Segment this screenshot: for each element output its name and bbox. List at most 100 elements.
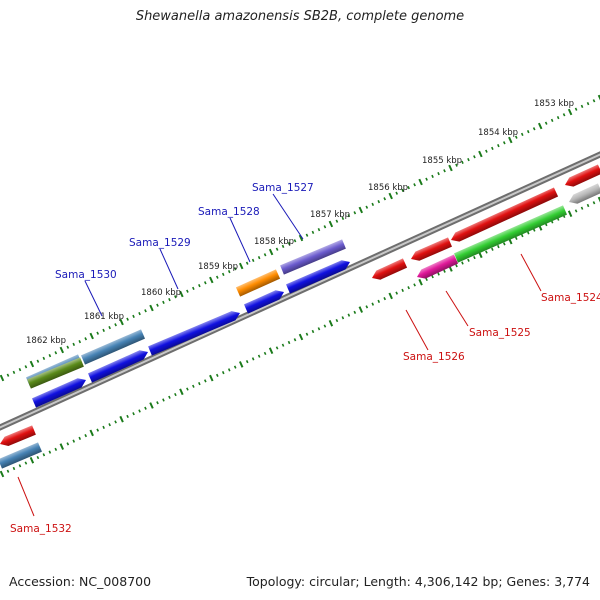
inner-tick: [413, 283, 416, 287]
outer-tick: [227, 269, 231, 274]
outer-tick: [574, 107, 578, 111]
gene-sama-1527: [280, 239, 346, 275]
inner-tick: [18, 464, 22, 468]
inner-tick: [78, 436, 82, 441]
inner-tick: [144, 406, 147, 410]
outer-tick: [18, 367, 22, 372]
inner-tick: [12, 466, 16, 471]
outer-tick: [586, 101, 590, 106]
inner-tick: [567, 210, 573, 218]
gene-red-arrow: [411, 237, 452, 261]
inner-tick: [592, 201, 596, 205]
inner-tick: [401, 288, 404, 293]
outer-tick: [119, 318, 124, 326]
outer-tick: [89, 332, 94, 340]
inner-tick: [251, 357, 255, 361]
outer-tick: [311, 230, 315, 235]
outer-tick: [401, 188, 404, 193]
gene-label-sama-1525: Sama_1525: [469, 327, 531, 339]
inner-tick: [29, 456, 35, 464]
inner-tick: [24, 461, 28, 465]
outer-tick: [48, 353, 52, 358]
inner-tick: [491, 247, 494, 251]
tick-label-1854: 1854 kbp: [478, 128, 518, 138]
outer-tick: [335, 219, 339, 223]
inner-tick: [59, 443, 65, 450]
inner-tick: [203, 379, 207, 383]
inner-tick: [89, 429, 94, 437]
outer-tick: [233, 267, 237, 271]
outer-tick: [287, 241, 291, 246]
outer-tick: [305, 233, 309, 237]
outer-tick: [293, 239, 297, 243]
outer-tick: [0, 374, 5, 382]
inner-tick: [328, 319, 334, 327]
inner-tick: [597, 196, 600, 203]
outer-tick: [514, 135, 518, 139]
outer-tick: [6, 373, 10, 377]
tick-label-1858: 1858 kbp: [254, 237, 294, 247]
inner-tick: [353, 310, 357, 314]
outer-tick: [443, 169, 446, 173]
outer-tick: [12, 370, 16, 375]
tick-label-1862: 1862 kbp: [26, 336, 66, 346]
outer-tick: [149, 304, 154, 312]
inner-tick: [526, 231, 530, 235]
outer-tick: [221, 272, 225, 277]
outer-tick: [168, 297, 171, 302]
inner-tick: [263, 351, 267, 356]
gene-blue-arrow: [32, 378, 86, 408]
inner-tick: [36, 455, 40, 460]
outer-tick: [72, 342, 76, 347]
inner-tick: [520, 233, 524, 238]
outer-tick: [24, 365, 28, 369]
outer-tick: [156, 303, 159, 307]
gene-label-sama-1526: Sama_1526: [403, 351, 465, 363]
outer-tick: [580, 104, 584, 109]
inner-tick: [54, 447, 58, 451]
inner-tick: [72, 439, 76, 443]
inner-tick: [497, 244, 500, 249]
inner-tick: [586, 203, 590, 208]
outer-tick: [59, 346, 65, 354]
outer-tick: [138, 311, 141, 316]
outer-tick: [431, 174, 434, 179]
outer-tick: [377, 199, 381, 204]
inner-tick: [149, 402, 154, 409]
inner-tick: [114, 420, 117, 424]
gene-blue-arrow: [244, 290, 284, 314]
outer-tick: [42, 356, 46, 361]
inner-tick: [431, 275, 434, 279]
inner-tick: [162, 398, 165, 402]
outer-tick: [298, 234, 304, 242]
inner-tick: [502, 242, 506, 246]
outer-tick: [281, 244, 285, 249]
outer-tick: [537, 122, 543, 130]
gene-labels: Sama_1527 Sama_1528 Sama_1529 Sama_1530 …: [10, 182, 600, 535]
accession-text: Accession: NC_008700: [9, 574, 152, 589]
inner-tick: [132, 412, 135, 416]
outer-tick: [36, 359, 40, 363]
outer-tick: [556, 115, 560, 120]
inner-tick: [298, 333, 304, 341]
inner-tick: [461, 261, 464, 265]
inner-tick: [84, 434, 88, 438]
inner-tick: [245, 360, 249, 364]
tick-label-1856: 1856 kbp: [368, 183, 408, 193]
outer-tick: [508, 136, 513, 144]
inner-tick: [233, 365, 237, 369]
inner-tick: [287, 340, 291, 345]
outer-tick: [365, 205, 369, 209]
gene-sama-1532: [0, 442, 42, 469]
inner-tick: [192, 384, 195, 388]
gene-feature-olive: [27, 357, 84, 389]
inner-tick: [358, 306, 364, 313]
gene-sama-1526: [372, 258, 408, 280]
outer-tick: [245, 261, 249, 265]
outer-tick: [353, 211, 357, 215]
outer-tick: [597, 94, 600, 101]
outer-tick: [215, 275, 219, 279]
outer-tick: [257, 255, 261, 260]
